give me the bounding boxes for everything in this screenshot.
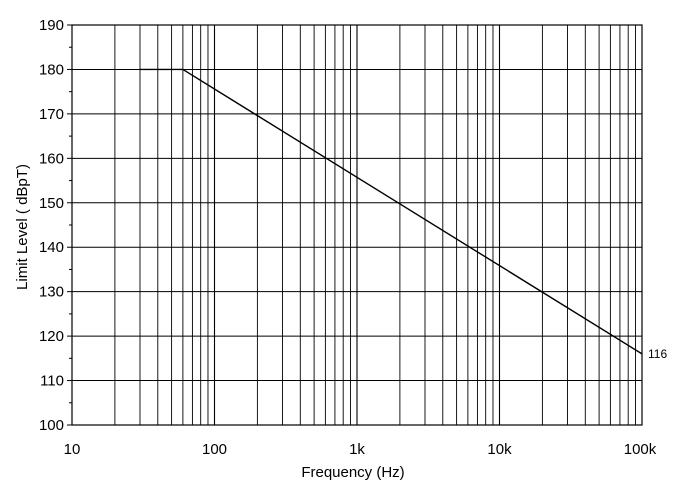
grid [72, 25, 642, 425]
y-tick-label: 150 [39, 195, 64, 212]
x-tick-label: 10k [487, 441, 512, 458]
limit-level-line [139, 68, 643, 355]
y-tick-label: 160 [39, 150, 64, 167]
y-tick-label: 130 [39, 284, 64, 301]
annotations: 116 [648, 347, 667, 361]
x-tick-label: 100 [202, 441, 227, 458]
y-axis-title: Limit Level ( dBpT) [14, 164, 31, 290]
end-value-annotation: 116 [648, 347, 667, 361]
y-tick-label: 140 [39, 239, 64, 256]
y-tick-label: 170 [39, 106, 64, 123]
y-axis-ticks: 100 110 120 130 140 150 160 170 180 190 [39, 17, 72, 434]
x-axis-ticks: 10 100 1k 10k 100k [64, 441, 657, 458]
y-tick-label: 190 [39, 17, 64, 34]
x-tick-label: 1k [349, 441, 365, 458]
series-group [139, 68, 643, 355]
x-axis-title: Frequency (Hz) [301, 464, 404, 481]
x-tick-label: 10 [64, 441, 81, 458]
y-tick-label: 120 [39, 328, 64, 345]
plot-frame [71, 24, 643, 426]
y-tick-label: 180 [39, 61, 64, 78]
y-tick-label: 100 [39, 417, 64, 434]
x-tick-label: 100k [624, 441, 657, 458]
y-tick-label: 110 [40, 373, 64, 390]
